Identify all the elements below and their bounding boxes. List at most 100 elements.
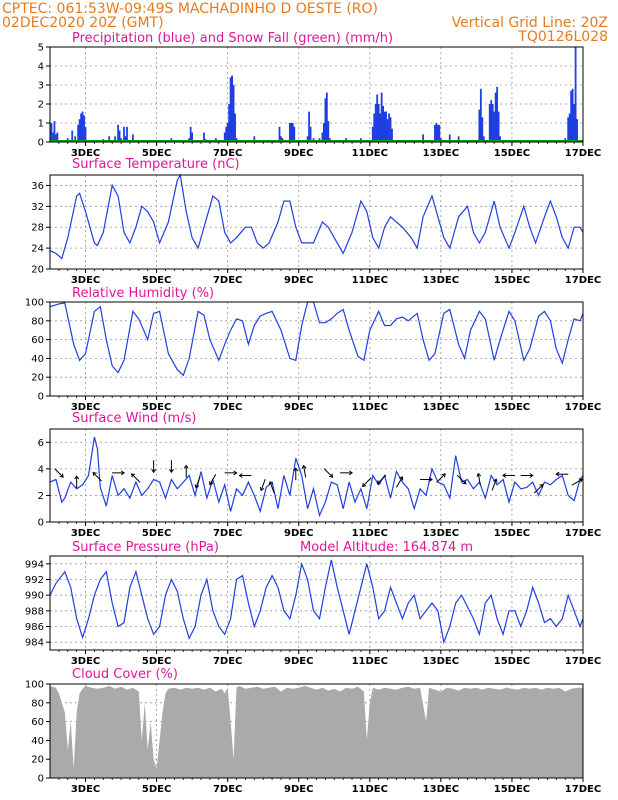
pressure-xtick-label: 15DEC [494,656,530,667]
precipitation-bar [290,123,293,142]
wind-xtick-label: 11DEC [352,528,388,539]
pressure-ytick-label: 984 [25,638,44,649]
cloud-cover-area [50,685,583,778]
header-grid-line: Vertical Grid Line: 20Z [452,15,608,31]
wind-arrow-head [428,477,433,482]
wind-arrow [112,470,125,476]
precipitation-bar [132,134,134,142]
cloud-cover-ytick-label: 60 [31,717,44,728]
humidity-line [49,301,584,377]
wind-arrow-shaft [92,472,102,482]
wind-arrow [151,460,157,474]
precipitation-bar [422,134,424,142]
humidity-frame [49,301,584,397]
precipitation-bar [438,124,441,142]
header-datetime: 02DEC2020 20Z (GMT) [2,15,164,31]
pressure-xtick-label: 17DEC [565,656,601,667]
precipitation-bar [81,111,84,142]
cloud-cover-xtick-label: 11DEC [352,784,388,795]
header-location: CPTEC: 061:53W-09:49S MACHADINHO D OESTE… [2,1,378,17]
wind-arrow-head [502,473,507,478]
wind-arrow-head [399,476,404,481]
wind-arrow-head [233,470,238,476]
precipitation-bar [225,126,228,142]
precipitation-bar [78,119,81,142]
cloud-cover-ytick-label: 0 [38,774,44,785]
wind-arrow-shaft [260,478,266,491]
cloud-cover-xtick-label: 9DEC [284,784,313,795]
wind-arrow [209,474,217,486]
precipitation-bar [108,136,111,142]
precipitation-bar [77,124,80,142]
temperature-xtick-label: 13DEC [423,275,459,286]
precipitation-bar [118,130,121,142]
precipitation-bar [576,119,578,142]
precipitation-bar [327,121,330,142]
wind-arrow-head [578,478,584,483]
precipitation-bar [325,92,328,142]
cloud-cover-xtick-label: 13DEC [423,784,459,795]
wind-arrow [533,483,544,494]
wind-arrow-shaft [303,465,307,478]
pressure-ytick-label: 994 [25,559,44,570]
precipitation-bar [482,136,485,142]
wind-arrow-head [493,478,498,483]
humidity-ytick-label: 100 [25,298,44,309]
wind-line [49,436,584,518]
humidity-ytick-label: 40 [31,354,44,365]
precipitation-xtick-label: 9DEC [284,148,313,159]
precipitation-bar [229,77,232,142]
wind-arrow-head [238,473,243,478]
precipitation-bar [571,88,574,142]
wind-arrow [571,478,584,486]
wind-ytick-label: 6 [38,438,44,449]
precipitation-bar [226,123,229,142]
wind-arrow-head [120,470,125,476]
wind-arrow-head [59,473,64,478]
wind-title: Surface Wind (m/s) [72,411,196,426]
precipitation-bar [309,126,312,142]
pressure-ytick-label: 992 [25,575,44,586]
precipitation-bar [490,100,493,142]
wind-arrow [476,472,482,486]
wind-arrow-shaft [491,478,497,491]
precipitation-xtick-label: 15DEC [494,148,530,159]
precipitation-bar [53,121,56,142]
precipitation-bar [323,123,325,142]
precipitation-bar [126,126,128,142]
precipitation-bar [377,104,380,142]
precipitation-bar [324,98,327,142]
precipitation-ytick-label: 5 [38,43,44,54]
precipitation-bar [321,132,324,142]
cloud-cover-xtick-label: 7DEC [213,784,242,795]
wind-arrow-shaft [362,477,372,487]
wind-arrow-head [268,480,274,486]
panels: Precipitation (blue) and Snow Fall (gree… [25,31,601,795]
humidity-ytick-label: 20 [31,373,44,384]
precipitation-bar [380,92,383,142]
precipitation-bar [55,134,57,142]
temperature-ytick-label: 32 [31,202,44,213]
wind-arrow-head [329,473,334,478]
humidity-ytick-label: 80 [31,316,44,327]
precipitation-bar [228,104,231,142]
temperature-ytick-label: 36 [31,181,44,192]
temperature-frame [49,174,584,270]
temperature-line [49,173,584,260]
precipitation-bar [496,86,499,142]
precipitation-bar [374,104,377,142]
precipitation-bar [52,132,54,142]
precipitation-ytick-label: 2 [38,100,44,111]
pressure-subtitle: Model Altitude: 164.874 m [300,540,473,555]
wind-arrow [502,473,515,478]
temperature-title: Surface Temperature (nC) [72,157,240,172]
wind-arrow-head [194,484,200,489]
precipitation-bar [479,88,482,142]
precipitation-xtick-label: 11DEC [352,148,388,159]
precipitation-bar [114,136,117,142]
wind-arrow [376,474,387,485]
temperature-xtick-label: 11DEC [352,275,388,286]
wind-arrow-head [476,472,482,477]
wind-arrow [491,478,498,491]
precipitation-bar [189,126,192,142]
